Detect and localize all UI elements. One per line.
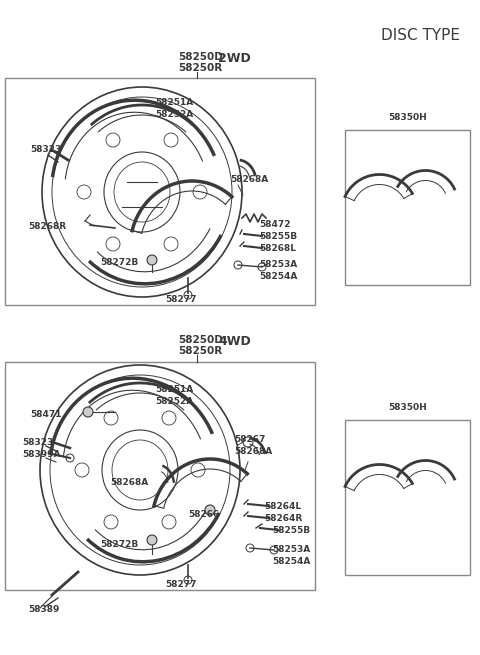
Text: 58250R: 58250R: [178, 63, 222, 73]
Bar: [345, 420, 470, 575]
Circle shape: [75, 463, 89, 477]
Text: 58251A: 58251A: [155, 98, 193, 107]
Text: 58255B: 58255B: [259, 232, 297, 241]
Text: 58266: 58266: [188, 510, 219, 519]
Text: 58264L: 58264L: [264, 502, 301, 511]
Text: 58267: 58267: [234, 435, 265, 444]
Circle shape: [243, 437, 253, 447]
Text: 58389: 58389: [28, 605, 60, 614]
Text: 58472: 58472: [259, 220, 290, 229]
Circle shape: [246, 544, 254, 552]
Circle shape: [83, 407, 93, 417]
Text: 58255B: 58255B: [272, 526, 310, 535]
Bar: [5, 362, 315, 590]
Circle shape: [184, 291, 192, 299]
Text: 58264R: 58264R: [264, 514, 302, 523]
Bar: [345, 130, 470, 285]
Circle shape: [193, 185, 207, 199]
Circle shape: [270, 546, 278, 554]
Text: DISC TYPE: DISC TYPE: [381, 28, 460, 43]
Circle shape: [104, 411, 118, 425]
Text: 58250D: 58250D: [178, 52, 223, 62]
Text: 58323: 58323: [22, 438, 53, 447]
Text: 58268A: 58268A: [234, 447, 272, 456]
Circle shape: [184, 576, 192, 584]
Text: 58252A: 58252A: [155, 110, 193, 119]
Text: 58399A: 58399A: [22, 450, 60, 459]
Text: 58268L: 58268L: [259, 244, 296, 253]
Text: 58268A: 58268A: [110, 478, 148, 487]
Circle shape: [104, 515, 118, 529]
Text: 58250R: 58250R: [178, 346, 222, 356]
Circle shape: [147, 255, 157, 265]
Circle shape: [77, 185, 91, 199]
Bar: [5, 78, 315, 305]
Text: 58251A: 58251A: [155, 385, 193, 394]
Circle shape: [106, 237, 120, 251]
Text: 58350H: 58350H: [388, 403, 427, 412]
Circle shape: [258, 263, 266, 271]
Circle shape: [147, 535, 157, 545]
Text: 4WD: 4WD: [218, 335, 251, 348]
Circle shape: [191, 463, 205, 477]
Text: 58268A: 58268A: [230, 175, 268, 184]
Circle shape: [162, 515, 176, 529]
Text: 58350H: 58350H: [388, 113, 427, 122]
Text: 58268R: 58268R: [28, 222, 66, 231]
Text: 58471: 58471: [30, 410, 61, 419]
Circle shape: [164, 133, 178, 147]
Circle shape: [162, 411, 176, 425]
Text: 58253A: 58253A: [259, 260, 297, 269]
Text: 2WD: 2WD: [218, 52, 251, 65]
Text: 58323: 58323: [30, 145, 61, 154]
Circle shape: [205, 505, 215, 515]
Text: 58254A: 58254A: [272, 557, 311, 566]
Text: 58250D: 58250D: [178, 335, 223, 345]
Text: 58254A: 58254A: [259, 272, 298, 281]
Text: 58272B: 58272B: [100, 258, 138, 267]
Text: 58277: 58277: [165, 295, 196, 304]
Text: 58272B: 58272B: [100, 540, 138, 549]
Text: 58277: 58277: [165, 580, 196, 589]
Circle shape: [66, 454, 74, 462]
Circle shape: [234, 261, 242, 269]
Text: 58252A: 58252A: [155, 397, 193, 406]
Circle shape: [164, 237, 178, 251]
Circle shape: [106, 133, 120, 147]
Text: 58253A: 58253A: [272, 545, 310, 554]
